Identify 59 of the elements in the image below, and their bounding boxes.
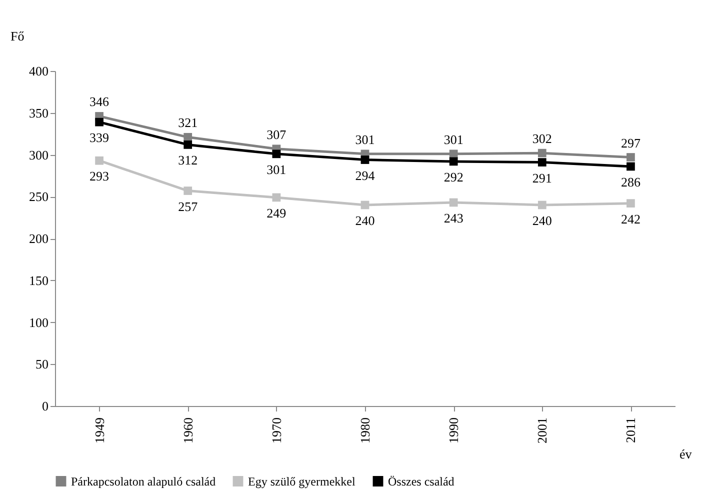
x-tick-label: 1980 <box>358 418 372 444</box>
legend-label: Egy szülő gyermekkel <box>248 474 356 488</box>
data-label: 294 <box>355 168 376 183</box>
point <box>538 148 546 158</box>
y-tick-label: 350 <box>29 105 48 120</box>
data-label: 249 <box>266 205 286 220</box>
data-label: 301 <box>444 132 464 147</box>
point <box>95 156 104 165</box>
x-tick-label: 2001 <box>534 418 550 444</box>
point <box>360 200 370 210</box>
legend-label: Párkapcsolaton alapuló család <box>71 474 216 488</box>
point <box>538 158 546 166</box>
data-label: 242 <box>620 211 640 226</box>
point <box>272 193 281 202</box>
point <box>626 199 635 208</box>
point <box>272 150 281 158</box>
y-tick-label: 400 <box>29 64 48 78</box>
data-label: 321 <box>178 115 198 130</box>
x-tick-label: 1970 <box>268 418 284 444</box>
y-tick-label: 50 <box>36 356 48 372</box>
y-tick-label: 300 <box>29 147 48 162</box>
data-label: 257 <box>178 198 198 214</box>
data-label: 240 <box>532 213 552 228</box>
point <box>449 150 458 158</box>
y-tick-label: 0 <box>42 398 48 414</box>
x-tick-label: 2011 <box>623 418 638 444</box>
point <box>449 157 458 166</box>
data-label: 243 <box>444 210 464 226</box>
data-label: 302 <box>532 131 552 146</box>
data-label: 291 <box>532 170 552 186</box>
x-tick-label: 1990 <box>446 418 462 444</box>
point <box>184 140 192 149</box>
data-label: 346 <box>90 94 110 110</box>
point <box>626 153 635 162</box>
data-label: 240 <box>355 213 375 228</box>
y-tick-label: 200 <box>29 231 48 246</box>
data-label: 286 <box>620 174 641 190</box>
point <box>360 156 370 164</box>
data-label: 301 <box>266 162 286 177</box>
data-label: 293 <box>90 168 110 184</box>
legend-label: Összes család <box>388 474 454 488</box>
x-tick-label: 1960 <box>180 418 196 444</box>
data-label: 312 <box>178 152 198 168</box>
point <box>538 200 546 210</box>
point <box>449 198 458 207</box>
y-tick-label: 250 <box>29 189 48 204</box>
y-tick-label: 100 <box>29 314 48 330</box>
point <box>184 186 192 195</box>
x-axis-title: év <box>680 446 692 462</box>
point <box>95 118 104 126</box>
x-tick-label: 1949 <box>92 418 107 444</box>
point <box>626 162 635 171</box>
y-tick-label: 150 <box>29 272 48 288</box>
data-label: 339 <box>90 130 110 146</box>
data-label: 297 <box>620 135 641 150</box>
data-label: 301 <box>355 132 375 147</box>
data-label: 292 <box>444 169 464 184</box>
data-label: 307 <box>266 126 287 142</box>
y-axis-title: Fő <box>10 28 24 44</box>
